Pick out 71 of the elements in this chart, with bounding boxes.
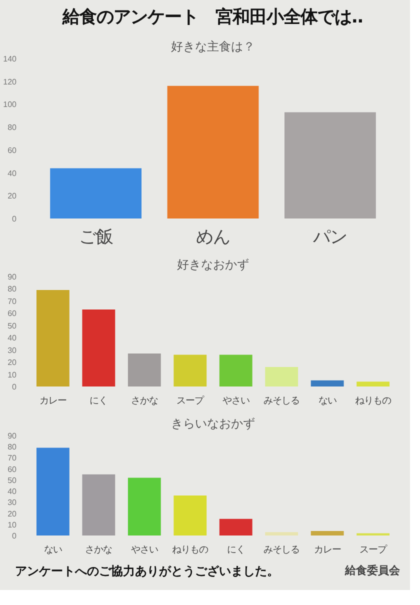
y-tick-label: 70 [8, 454, 18, 463]
text: 給食委員会 [345, 563, 400, 579]
chart-title: 給食のアンケート 宮和田小全体では‥ [62, 8, 364, 28]
y-tick-label: 0 [12, 214, 18, 224]
x-tick-label: パン [312, 228, 348, 248]
y-tick-label: 50 [8, 476, 18, 485]
bar [265, 532, 298, 536]
y-tick-label: 20 [8, 358, 18, 368]
y-tick-label: 10 [8, 370, 18, 380]
y-tick-label: 20 [8, 192, 18, 201]
bar [265, 366, 298, 386]
bar [219, 518, 252, 536]
x-tick-label: カレー [314, 544, 341, 556]
y-tick-label: 60 [8, 464, 18, 474]
y-tick-label: 0 [12, 532, 18, 540]
chart-subtitle: 好きなおかず [177, 258, 249, 272]
y-tick-label: 20 [8, 509, 18, 518]
bar [310, 531, 344, 536]
bar [36, 448, 70, 536]
bar [310, 380, 344, 386]
y-tick-label: 60 [8, 146, 18, 155]
y-tick-label: 50 [8, 321, 18, 330]
x-tick-label: ねりもの [172, 544, 208, 556]
bar [284, 112, 376, 218]
bar [356, 382, 390, 386]
bar [36, 290, 70, 386]
y-tick-label: 70 [8, 296, 18, 306]
y-tick-label: 30 [8, 498, 18, 508]
bar [174, 354, 207, 386]
chart-subtitle: きらいなおかず [171, 416, 255, 430]
x-tick-label: にく [226, 544, 245, 556]
x-tick-label: ねりもの [355, 396, 392, 406]
bar [128, 354, 161, 386]
x-tick-label: スープ [176, 396, 205, 406]
x-tick-label: さかな [85, 544, 112, 556]
bar [167, 86, 259, 218]
y-tick-label: 120 [3, 77, 18, 86]
x-tick-label: スープ [360, 544, 388, 556]
y-tick-label: 90 [8, 272, 18, 282]
y-tick-label: 40 [8, 168, 18, 178]
x-tick-label: にく [90, 396, 108, 406]
x-tick-label: ない [318, 396, 336, 406]
x-tick-label: やさい [222, 396, 250, 406]
text: アンケートへのご協力ありがとうございました。 [15, 563, 279, 580]
x-tick-label: みそしる [264, 396, 300, 406]
y-tick-label: 40 [8, 487, 18, 496]
y-tick-label: 0 [12, 382, 18, 392]
bar [50, 168, 142, 218]
x-tick-label: さかな [130, 396, 158, 406]
chart-subtitle: 好きな主食は？ [171, 40, 255, 54]
x-tick-label: みそしる [264, 544, 300, 556]
bar [128, 478, 161, 536]
x-tick-label: ご飯 [78, 228, 113, 248]
y-tick-label: 80 [8, 442, 18, 452]
bar [82, 310, 116, 386]
x-tick-label: カレー [39, 396, 66, 406]
x-tick-label: ない [44, 544, 62, 556]
y-tick-label: 80 [8, 123, 18, 132]
y-tick-label: 140 [3, 54, 18, 64]
y-tick-label: 10 [8, 520, 18, 530]
x-tick-label: めん [196, 228, 230, 248]
y-tick-label: 90 [8, 432, 18, 440]
bar [174, 496, 207, 536]
x-tick-label: やさい [130, 544, 158, 556]
y-tick-label: 100 [3, 100, 18, 110]
bar [219, 354, 252, 386]
y-tick-label: 40 [8, 334, 18, 343]
y-tick-label: 80 [8, 284, 18, 294]
y-tick-label: 60 [8, 309, 18, 318]
y-tick-label: 30 [8, 346, 18, 355]
bar [82, 474, 116, 536]
